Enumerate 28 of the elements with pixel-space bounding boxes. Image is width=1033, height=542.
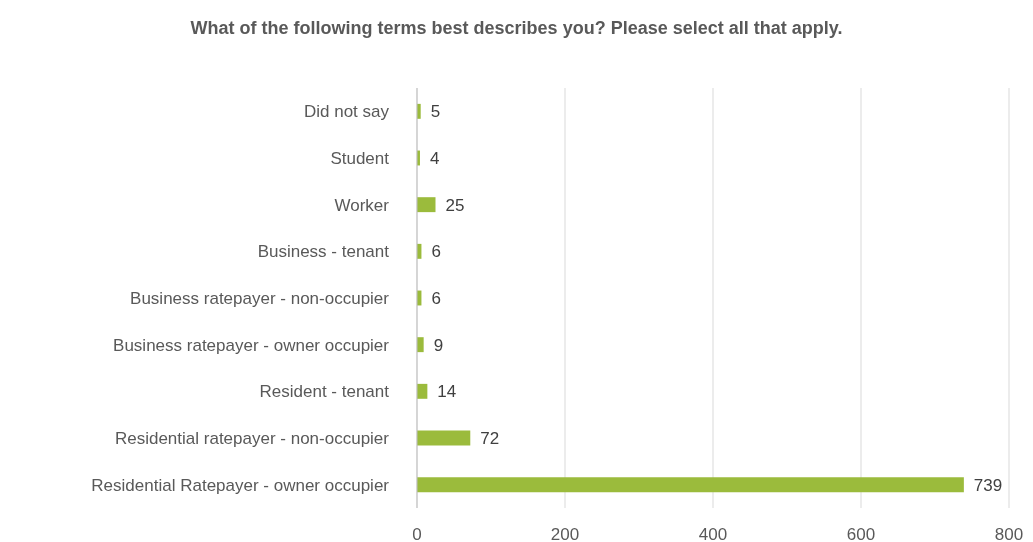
data-label: 739 (973, 475, 1003, 495)
y-tick-label: Business - tenant (257, 242, 390, 262)
data-label: 25 (445, 195, 465, 215)
data-label: 72 (480, 429, 500, 449)
y-tick-label: Worker (334, 195, 390, 215)
data-label: 4 (429, 149, 440, 169)
y-tick-label: Did not say (303, 102, 390, 122)
data-label: 14 (437, 382, 457, 402)
x-tick-label: 200 (550, 525, 580, 542)
y-tick-label: Business ratepayer - non-occupier (130, 289, 390, 309)
bar (417, 430, 471, 446)
y-tick-label: Student (330, 149, 390, 169)
bar (417, 337, 424, 353)
bar (417, 477, 964, 493)
data-label: 6 (431, 242, 441, 262)
data-label: 6 (431, 289, 441, 309)
data-label: 5 (430, 102, 441, 122)
y-tick-label: Resident - tenant (259, 382, 390, 402)
y-tick-label: Residential Ratepayer - owner occupier (91, 475, 390, 495)
x-tick-label: 800 (994, 525, 1024, 542)
x-tick-label: 400 (698, 525, 728, 542)
y-tick-label: Residential ratepayer - non-occupier (114, 429, 390, 449)
chart-title: What of the following terms best describes you? Please select all that apply. (189, 18, 844, 39)
x-tick-label: 0 (412, 525, 422, 542)
y-tick-label: Business ratepayer - owner occupier (113, 335, 390, 355)
x-tick-label: 600 (846, 525, 876, 542)
bar (417, 197, 436, 213)
data-label: 9 (433, 335, 444, 355)
